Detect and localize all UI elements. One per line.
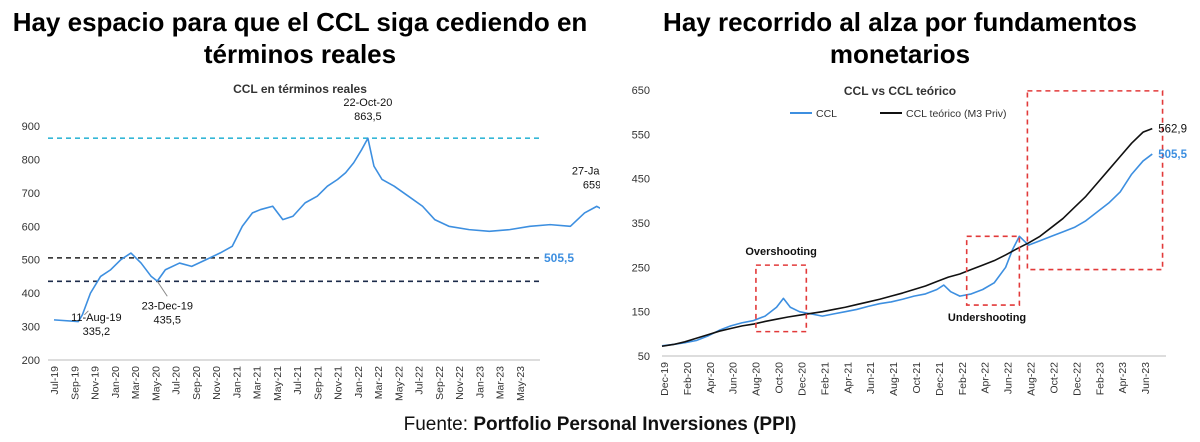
left-y-tick-label: 500 (22, 255, 40, 267)
left-x-tick-label: Mar-21 (252, 366, 264, 399)
right-y-tick-label: 50 (638, 351, 650, 363)
right-x-tick-label: Dec-20 (796, 362, 808, 396)
left-x-tick-label: Mar-23 (495, 366, 507, 399)
left-x-tick-label: Nov-22 (454, 366, 466, 400)
right-x-tick-label: Jun-22 (1003, 362, 1015, 394)
right-x-tick-label: Oct-21 (911, 362, 923, 394)
left-x-tick-label: Jan-20 (110, 366, 122, 398)
left-x-tick-label: Nov-21 (333, 366, 345, 400)
left-annotation-value: 863,5 (354, 111, 382, 123)
right-x-tick-label: Aug-22 (1026, 362, 1038, 396)
left-annotation-value: 435,5 (154, 314, 182, 326)
right-x-tick-label: Apr-23 (1117, 362, 1129, 394)
left-x-tick-label: Sep-22 (434, 366, 446, 400)
right-chart-title: Hay recorrido al alza por fundamentos mo… (663, 7, 1137, 69)
right-x-tick-label: Oct-22 (1048, 362, 1060, 394)
left-x-tick-label: May-23 (515, 366, 527, 401)
left-annotation-leader (84, 310, 89, 316)
left-x-tick-label: Jul-20 (171, 366, 183, 395)
left-annotation-date: 22-Oct-20 (343, 97, 392, 109)
left-annotation-leader (156, 280, 168, 297)
right-x-tick-label: Apr-22 (980, 362, 992, 394)
left-y-tick-label: 300 (22, 322, 40, 334)
right-highlight-box (1026, 90, 1164, 271)
left-x-tick-label: May-22 (393, 366, 405, 401)
right-highlight-box (755, 264, 808, 333)
left-x-tick-label: Jul-21 (292, 366, 304, 395)
left-annotation-date: 27-Jan-22 (572, 165, 600, 177)
legend-ccl-label: CCL (816, 108, 837, 120)
left-ccl-series-line (53, 137, 600, 323)
right-x-tick-label: Feb-22 (957, 362, 969, 395)
legend-teorico-label: CCL teórico (M3 Priv) (906, 108, 1007, 120)
left-x-tick-label: May-20 (150, 366, 162, 401)
right-highlight-box (965, 235, 1021, 306)
ccl-real-chart: CCL en términos reales 200 300 400 500 600 700… (22, 82, 600, 401)
right-x-tick-label: Apr-20 (705, 362, 717, 394)
source-line: Fuente: Portfolio Personal Inversiones (… (0, 414, 1200, 436)
left-x-tick-label: Jan-21 (231, 366, 243, 398)
left-y-tick-label: 800 (22, 154, 40, 166)
left-end-label: 505,5 (544, 251, 574, 265)
right-box-label: Overshooting (745, 246, 817, 258)
left-x-tick-label: Mar-22 (373, 366, 385, 399)
right-x-tick-label: Aug-20 (751, 362, 763, 396)
left-y-tick-label: 700 (22, 188, 40, 200)
right-x-tick-label: Feb-20 (682, 362, 694, 395)
left-x-tick-label: Sep-19 (69, 366, 81, 400)
right-end-label-ccl: 505,5 (1158, 149, 1187, 161)
right-x-tick-label: Jun-20 (728, 362, 740, 394)
left-x-tick-label: Nov-19 (90, 366, 102, 400)
right-x-tick-label: Oct-20 (774, 362, 786, 394)
right-x-tick-label: Jun-21 (865, 362, 877, 394)
right-x-tick-label: Aug-21 (888, 362, 900, 396)
right-x-tick-label: Dec-21 (934, 362, 946, 396)
left-y-tick-label: 900 (22, 121, 40, 133)
right-y-tick-label: 350 (632, 218, 650, 230)
right-box-label: Undershooting (948, 312, 1026, 324)
right-y-tick-label: 250 (632, 262, 650, 274)
left-x-tick-label: Sep-20 (191, 366, 203, 400)
left-x-tick-label: Mar-20 (130, 366, 142, 399)
left-y-tick-label: 600 (22, 221, 40, 233)
right-y-tick-label: 450 (632, 174, 650, 186)
right-y-tick-label: 150 (632, 307, 650, 319)
left-x-tick-label: Nov-20 (211, 366, 223, 400)
left-annotation-value: 335,2 (83, 326, 111, 338)
right-teorico-series-line (661, 127, 1153, 348)
left-annotation-value: 659,6 (583, 179, 600, 191)
left-y-tick-label: 400 (22, 288, 40, 300)
source-prefix: Fuente: (403, 414, 474, 435)
left-x-tick-label: Jan-22 (353, 366, 365, 398)
left-x-tick-label: May-21 (272, 366, 284, 401)
right-x-tick-label: Feb-21 (819, 362, 831, 395)
right-x-tick-label: Jun-23 (1140, 362, 1152, 394)
right-y-tick-label: 550 (632, 129, 650, 141)
right-x-tick-label: Dec-22 (1071, 362, 1083, 396)
right-x-tick-label: Dec-19 (659, 362, 671, 396)
right-x-tick-label: Feb-23 (1094, 362, 1106, 395)
left-annotation-date: 23-Dec-19 (142, 300, 193, 312)
right-x-tick-label: Apr-21 (842, 362, 854, 394)
left-annotation-date: 11-Aug-19 (71, 312, 122, 324)
right-ccl-series-line (661, 153, 1153, 347)
left-x-tick-label: Jul-22 (414, 366, 426, 395)
right-y-tick-label: 650 (632, 85, 650, 97)
left-x-tick-label: Jul-19 (49, 366, 61, 395)
left-y-tick-label: 200 (22, 355, 40, 367)
left-chart-title: Hay espacio para que el CCL siga cediend… (12, 7, 588, 69)
right-end-label-teorico: 562,9 (1158, 124, 1187, 136)
right-plot-title: CCL vs CCL teórico (844, 84, 956, 98)
source-name: Portfolio Personal Inversiones (PPI) (473, 414, 797, 435)
left-x-tick-label: Jan-23 (474, 366, 486, 398)
left-plot-title: CCL en términos reales (233, 82, 367, 96)
left-x-tick-label: Sep-21 (312, 366, 324, 400)
